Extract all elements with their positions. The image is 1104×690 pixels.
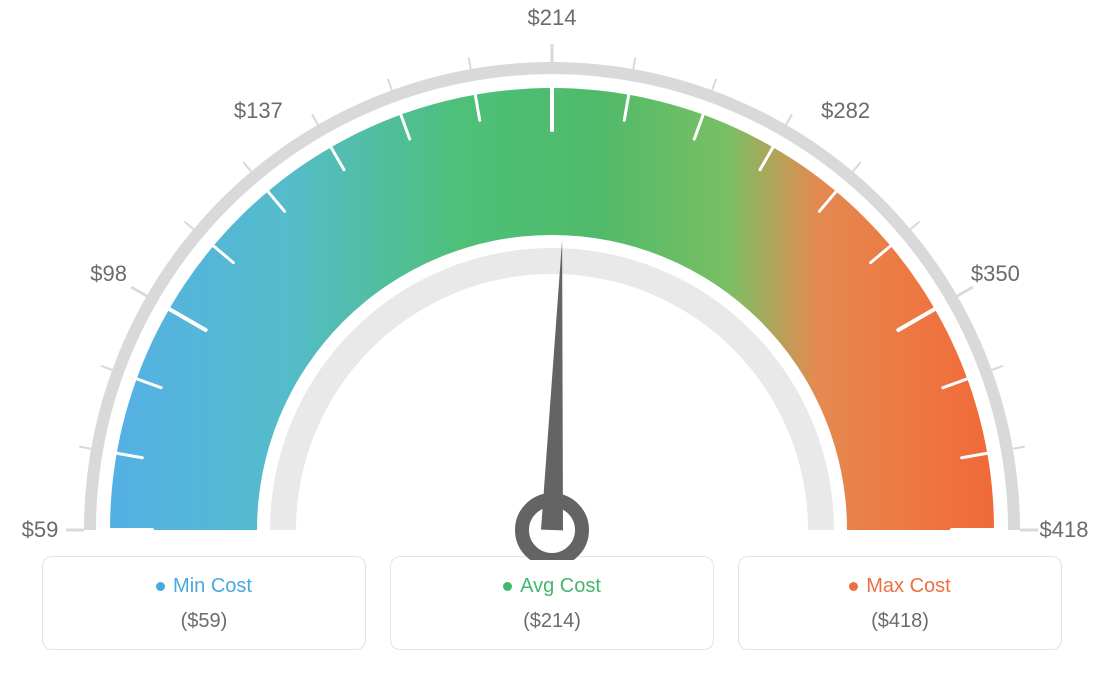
legend-label: Avg Cost — [520, 575, 601, 598]
legend-title-min: Min Cost — [156, 575, 252, 598]
gauge-tick-label: $137 — [234, 98, 283, 124]
legend-row: Min Cost ($59) Avg Cost ($214) Max Cost … — [0, 556, 1104, 650]
dot-icon — [156, 582, 165, 591]
gauge-tick-label: $98 — [90, 261, 127, 287]
legend-card-avg: Avg Cost ($214) — [390, 556, 714, 650]
legend-card-max: Max Cost ($418) — [738, 556, 1062, 650]
legend-title-max: Max Cost — [849, 575, 950, 598]
gauge-svg — [0, 0, 1104, 560]
legend-label: Min Cost — [173, 575, 252, 598]
gauge-chart: $59 $98 $137 $214 $282 $350 $418 — [0, 0, 1104, 560]
dot-icon — [503, 582, 512, 591]
gauge-tick-label: $282 — [821, 98, 870, 124]
gauge-tick-label: $418 — [1040, 517, 1089, 543]
legend-label: Max Cost — [866, 575, 950, 598]
dot-icon — [849, 582, 858, 591]
legend-card-min: Min Cost ($59) — [42, 556, 366, 650]
legend-title-avg: Avg Cost — [503, 575, 601, 598]
gauge-tick-label: $59 — [22, 517, 59, 543]
gauge-tick-label: $350 — [971, 261, 1020, 287]
gauge-tick-label: $214 — [528, 5, 577, 31]
legend-value: ($214) — [401, 610, 703, 633]
legend-value: ($418) — [749, 610, 1051, 633]
legend-value: ($59) — [53, 610, 355, 633]
